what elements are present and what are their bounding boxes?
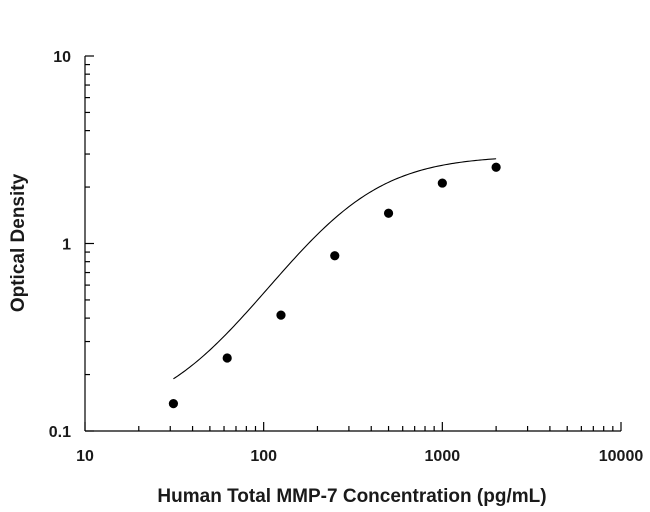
y-tick-label: 10 (53, 49, 71, 66)
x-tick-label: 10 (76, 448, 94, 465)
x-axis-title: Human Total MMP-7 Concentration (pg/mL) (157, 486, 546, 507)
x-tick-label: 1000 (425, 448, 461, 465)
data-point (437, 178, 447, 188)
data-point (222, 353, 232, 363)
data-point (383, 208, 394, 218)
data-point (330, 251, 340, 261)
y-tick-label: 0.1 (49, 424, 71, 441)
fit-curve-group (173, 158, 497, 380)
data-point (276, 310, 286, 320)
y-tick-label: 1 (62, 237, 71, 254)
fit-curve (173, 158, 497, 380)
data-point (168, 399, 179, 409)
x-tick-label: 10000 (599, 448, 644, 465)
axes: 10 100 1000 10000 10 1 0.1 (49, 49, 644, 465)
data-points (168, 162, 501, 409)
x-tick-label: 100 (250, 448, 277, 465)
data-point (491, 162, 501, 172)
y-axis-title: Optical Density (8, 173, 29, 312)
